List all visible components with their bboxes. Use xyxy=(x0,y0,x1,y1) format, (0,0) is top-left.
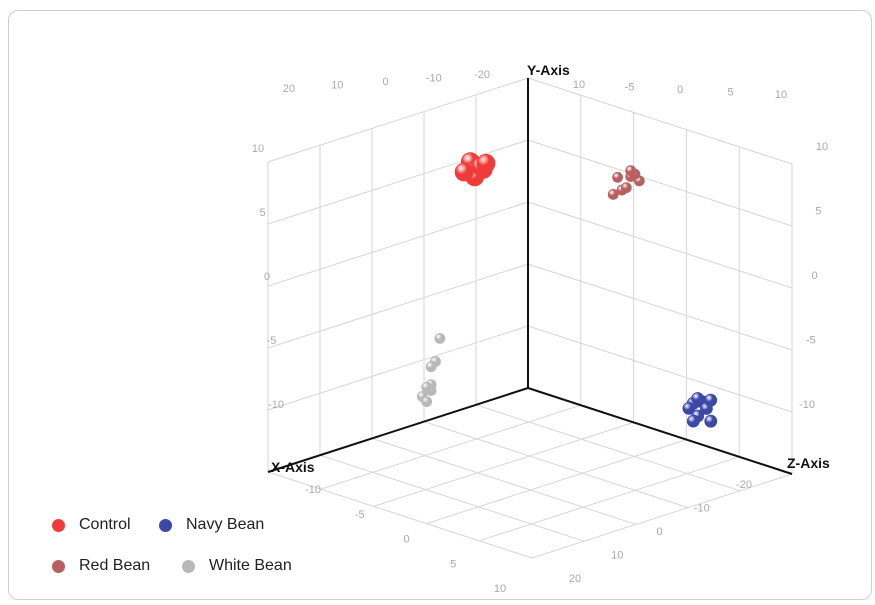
top-left-tick-label: -20 xyxy=(474,69,490,81)
data-point xyxy=(607,188,619,200)
legend-item-red-bean[interactable]: Red Bean xyxy=(52,557,150,575)
data-points xyxy=(416,152,718,428)
data-point xyxy=(682,401,696,415)
legend-swatch-navy-bean xyxy=(159,518,172,532)
x-floor-tick-label: -10 xyxy=(305,484,321,496)
axes xyxy=(267,78,793,475)
legend-label-red-bean: Red Bean xyxy=(79,557,151,574)
legend-label-navy-bean: Navy Bean xyxy=(186,516,265,533)
top-left-tick-label: -10 xyxy=(426,73,442,85)
grid-line xyxy=(479,456,740,542)
data-point xyxy=(421,381,433,393)
grid-line xyxy=(527,325,793,413)
x-floor-tick-label: 5 xyxy=(450,558,456,570)
top-right-tick-label: 0 xyxy=(677,84,683,96)
x-axis-title: X-Axis xyxy=(271,459,315,475)
z-floor-tick-label: -20 xyxy=(736,479,752,491)
data-point xyxy=(476,153,496,173)
top-left-tick-label: 20 xyxy=(283,83,295,95)
top-right-tick-label: 10 xyxy=(775,89,787,101)
data-point xyxy=(612,171,623,183)
series-navy-bean xyxy=(682,392,718,428)
grid-line xyxy=(267,471,533,559)
legend-label-control: Control xyxy=(79,516,131,533)
series-control xyxy=(454,152,496,187)
y-right-tick-label: 10 xyxy=(816,141,828,153)
data-point xyxy=(425,361,437,373)
y-right-tick-label: 0 xyxy=(811,270,817,282)
data-point xyxy=(421,396,433,408)
z-axis-title: Z-Axis xyxy=(787,455,830,471)
legend-swatch-red-bean xyxy=(52,559,65,573)
y-right-tick-label: 5 xyxy=(815,206,821,218)
grid-line xyxy=(531,473,793,559)
top-right-tick-label: 10 xyxy=(573,79,585,91)
data-point xyxy=(704,393,718,407)
top-right-tick-label: -5 xyxy=(625,82,635,94)
y-left-tick-label: -10 xyxy=(268,399,284,411)
grid-line xyxy=(527,201,793,289)
z-floor-tick-label: 20 xyxy=(569,573,581,585)
y-left-tick-label: 10 xyxy=(252,143,264,155)
grid-line xyxy=(267,263,529,349)
data-point xyxy=(625,165,637,177)
y-left-tick-label: 0 xyxy=(264,271,270,283)
data-point xyxy=(691,392,704,405)
y-right-tick-label: -5 xyxy=(806,335,816,347)
grid-line xyxy=(423,421,689,509)
legend: Control Navy Bean Red Bean White Bean xyxy=(52,512,352,592)
top-left-tick-label: 10 xyxy=(331,80,343,92)
data-point xyxy=(686,414,700,428)
z-floor-tick-label: 0 xyxy=(656,526,662,538)
grid-line xyxy=(267,77,529,163)
legend-item-white-bean[interactable]: White Bean xyxy=(182,557,292,575)
grid-line xyxy=(426,439,687,525)
z-floor-tick-label: 10 xyxy=(611,550,623,562)
grid-line xyxy=(267,201,529,287)
grid-line xyxy=(319,454,585,542)
legend-item-control[interactable]: Control xyxy=(52,516,131,534)
grid-line xyxy=(527,77,793,165)
y-right-tick-label: -10 xyxy=(799,399,815,411)
tick-labels: 10 5 0 -5 -10 10 5 0 -5 -10 20 10 0 -10 -20 10 -5 0 5 10 -10… xyxy=(252,69,828,595)
grid-line xyxy=(267,139,529,225)
legend-swatch-control xyxy=(52,518,65,532)
data-point xyxy=(704,414,718,428)
grid-line xyxy=(475,404,741,492)
data-point xyxy=(620,182,632,194)
data-point xyxy=(454,162,474,182)
grid-line xyxy=(267,325,529,411)
z-axis-line xyxy=(527,387,793,475)
grid-line xyxy=(320,404,581,490)
y-axis-title: Y-Axis xyxy=(527,62,570,78)
top-left-tick-label: 0 xyxy=(382,76,388,88)
x-floor-tick-label: 10 xyxy=(494,583,506,595)
legend-label-white-bean: White Bean xyxy=(209,557,292,574)
x-floor-tick-label: -5 xyxy=(355,509,365,521)
legend-item-navy-bean[interactable]: Navy Bean xyxy=(159,516,264,534)
axis-titles: Y-Axis X-Axis Z-Axis xyxy=(271,62,830,475)
y-left-tick-label: 5 xyxy=(259,207,265,219)
legend-swatch-white-bean xyxy=(182,559,195,573)
series-white-bean xyxy=(416,332,446,408)
y-left-tick-label: -5 xyxy=(267,335,277,347)
top-right-tick-label: 5 xyxy=(727,87,733,99)
x-floor-tick-label: 0 xyxy=(403,534,409,546)
data-point xyxy=(434,332,446,344)
x-axis-line xyxy=(267,387,529,473)
z-floor-tick-label: -10 xyxy=(694,503,710,515)
grid-lines xyxy=(267,77,793,559)
grid-line xyxy=(373,421,634,507)
grid-line xyxy=(527,263,793,351)
grid-line xyxy=(527,139,793,227)
series-red-bean xyxy=(607,165,645,200)
grid-line xyxy=(371,437,637,525)
chart-card xyxy=(8,10,872,600)
